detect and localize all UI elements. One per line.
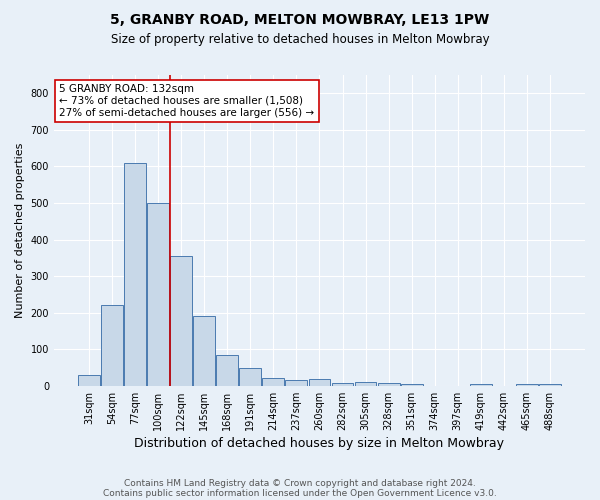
Bar (124, 163, 146, 386)
Y-axis label: Number of detached properties: Number of detached properties (15, 142, 25, 318)
Bar (308, 378, 331, 386)
Bar (101, 306, 123, 386)
Bar (377, 382, 400, 386)
Bar (170, 256, 192, 386)
Bar (147, 203, 169, 386)
Text: Contains public sector information licensed under the Open Government Licence v3: Contains public sector information licen… (103, 488, 497, 498)
Text: 5, GRANBY ROAD, MELTON MOWBRAY, LE13 1PW: 5, GRANBY ROAD, MELTON MOWBRAY, LE13 1PW (110, 12, 490, 26)
Bar (516, 384, 538, 386)
Bar (217, 354, 238, 386)
Bar (78, 375, 100, 386)
Bar (239, 368, 261, 386)
Text: Size of property relative to detached houses in Melton Mowbray: Size of property relative to detached ho… (110, 32, 490, 46)
Bar (332, 384, 353, 386)
Text: 5 GRANBY ROAD: 132sqm
← 73% of detached houses are smaller (1,508)
27% of semi-d: 5 GRANBY ROAD: 132sqm ← 73% of detached … (59, 84, 314, 117)
Bar (355, 382, 376, 386)
Bar (262, 378, 284, 386)
Bar (286, 380, 307, 386)
X-axis label: Distribution of detached houses by size in Melton Mowbray: Distribution of detached houses by size … (134, 437, 505, 450)
Bar (539, 384, 561, 386)
Bar (193, 316, 215, 386)
Bar (401, 384, 422, 386)
Bar (470, 384, 492, 386)
Text: Contains HM Land Registry data © Crown copyright and database right 2024.: Contains HM Land Registry data © Crown c… (124, 478, 476, 488)
